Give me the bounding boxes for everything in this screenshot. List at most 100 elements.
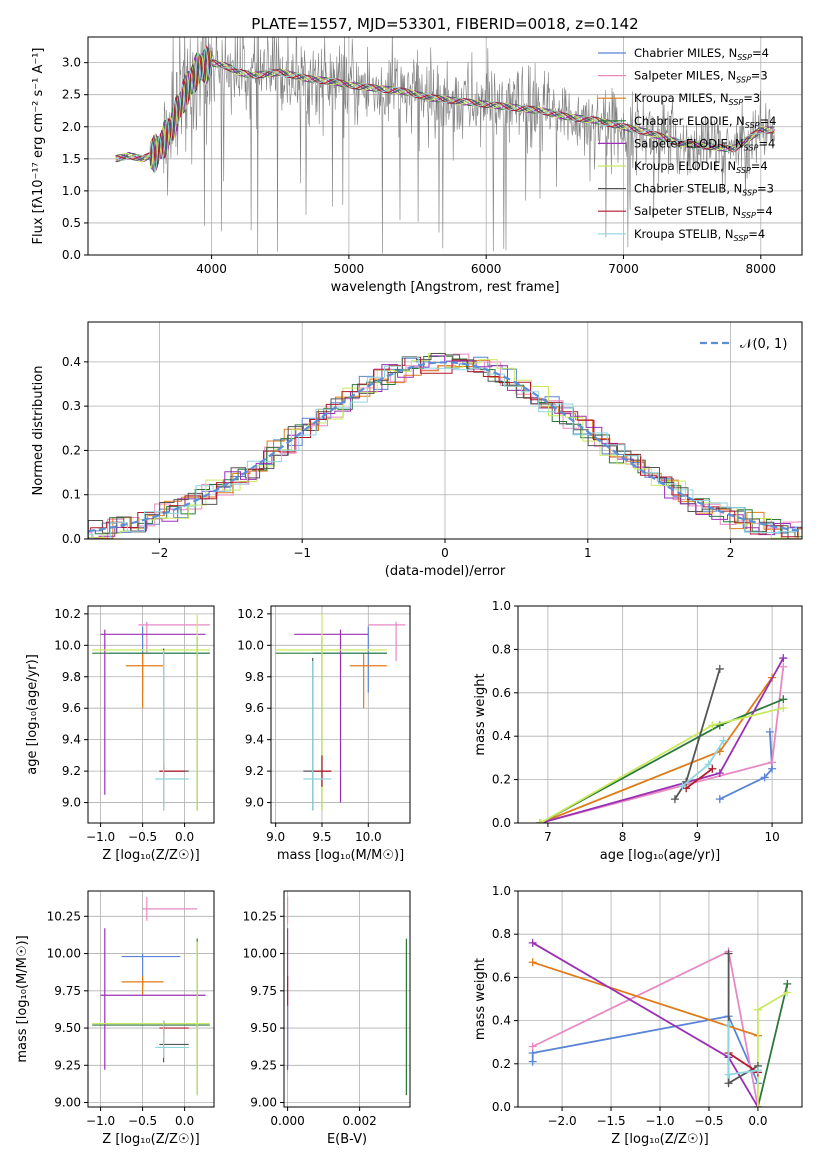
data-point-marker: [765, 727, 774, 736]
plot-area: [92, 613, 210, 811]
figure-title: PLATE=1557, MJD=53301, FIBERID=0018, z=0…: [251, 15, 638, 33]
data-point-marker: [753, 1103, 762, 1107]
y-axis-label: age [log₁₀(age/yr)]: [25, 654, 40, 775]
y-tick-label: 9.6: [245, 701, 264, 715]
legend-entry: Kroupa MILES, NSSP=3: [634, 91, 760, 107]
x-tick-label: −1.0: [645, 1114, 674, 1128]
data-point-marker: [715, 795, 724, 804]
data-point-marker: [779, 695, 788, 704]
y-tick-label: 9.0: [245, 796, 264, 810]
y-tick-label: 0.0: [492, 816, 511, 830]
y-tick-label: 0.3: [62, 399, 81, 413]
errorbar-salpeter-elodie: [100, 629, 206, 795]
legend-entry: Salpeter MILES, NSSP=3: [634, 69, 768, 85]
legend-entry: Chabrier STELIB, NSSP=3: [634, 182, 774, 198]
series-line: [757, 983, 789, 1107]
plot-area: [528, 938, 792, 1107]
y-tick-label: 9.75: [250, 984, 277, 998]
x-tick-label: 10.0: [355, 830, 382, 844]
errorbar-kroupa-miles: [125, 653, 164, 709]
data-point-marker: [678, 782, 687, 791]
y-tick-label: 10.25: [47, 909, 81, 923]
y-tick-label: 0.6: [492, 970, 511, 984]
panel-spectrum: 4000 5000 6000 7000 8000 0.0 0.5 1.0 1.5 2.0 2.5 3.…: [31, 36, 803, 295]
errorbar-kroupa-miles: [121, 975, 164, 996]
y-tick-label: 0.2: [62, 443, 81, 457]
data-point-marker: [528, 938, 537, 947]
x-tick-label: −0.5: [128, 1114, 157, 1128]
y-tick-label: 9.75: [54, 984, 81, 998]
data-point-marker: [704, 760, 713, 769]
legend-entry: Kroupa ELODIE, NSSP=4: [634, 159, 768, 175]
x-tick-label: 4000: [196, 262, 227, 276]
data-point-marker: [715, 664, 724, 673]
x-tick-label: 0.0: [175, 1114, 194, 1128]
series-chabrier-elodie: [536, 695, 788, 823]
x-axis-label: age [log₁₀(age/yr)]: [600, 848, 721, 863]
errorbar-chabrier-stelib: [303, 657, 332, 811]
y-tick-label: 10.0: [237, 638, 264, 652]
plot-area: [287, 896, 407, 1096]
panel-mass-vs-Z: −1.0 −0.5 0.0 9.00 9.25 9.50 9.75 10.00 10.25 Z […: [15, 890, 215, 1147]
errorbar-salpeter-elodie: [100, 928, 206, 1070]
y-axis-label: mass weight: [473, 673, 488, 755]
plot-area: [92, 896, 210, 1096]
data-point-marker: [779, 662, 788, 671]
histogram-kroupa-miles: [95, 359, 802, 539]
x-tick-label: 1: [584, 546, 592, 560]
legend-entry: Salpeter ELODIE, NSSP=4: [634, 136, 775, 152]
series-line: [719, 731, 774, 800]
y-tick-label: 9.8: [62, 670, 81, 684]
y-tick-label: 0.4: [492, 729, 511, 743]
y-tick-label: 0.0: [62, 532, 81, 546]
x-tick-label: −1.0: [86, 830, 115, 844]
errorbar-salpeter-stelib: [312, 755, 332, 787]
data-point-marker: [670, 795, 679, 804]
x-tick-label: 7000: [608, 262, 639, 276]
model-line-kroupa-miles: [115, 46, 775, 173]
y-tick-label: 3.0: [62, 56, 81, 70]
series-salpeter-elodie: [536, 654, 788, 823]
series-line: [728, 1052, 759, 1074]
x-tick-label: 9: [694, 830, 702, 844]
y-tick-label: 9.25: [250, 1058, 277, 1072]
y-tick-label: 0.2: [492, 773, 511, 787]
errorbar-salpeter-miles: [368, 621, 406, 662]
data-point-marker: [708, 721, 717, 730]
histogram-salpeter-stelib: [88, 356, 802, 538]
data-point-marker: [724, 949, 733, 958]
x-tick-label: −2.0: [547, 1114, 576, 1128]
series-line: [540, 657, 785, 823]
y-tick-label: 9.6: [62, 701, 81, 715]
panel-massweight-vs-age: 7 8 9 10 0.0 0.2 0.4 0.6 0.8 1.0 age [log₁₀(age/yr…: [473, 599, 803, 863]
x-axis-label: Z [log₁₀(Z/Z☉)]: [102, 848, 199, 863]
gridlines: [284, 891, 410, 1107]
y-tick-label: 0.4: [492, 1014, 511, 1028]
errorbar-kroupa-elodie: [275, 613, 387, 811]
series-line: [532, 961, 759, 1037]
errorbar-chabrier-miles: [312, 626, 387, 693]
data-point-marker: [724, 1020, 733, 1029]
series-kroupa-stelib: [678, 736, 728, 791]
series-kroupa-miles: [528, 958, 762, 1040]
y-tick-label: 10.2: [54, 607, 81, 621]
y-tick-label: 10.0: [54, 638, 81, 652]
histogram-chabrier-stelib: [88, 353, 802, 539]
x-axis-label: wavelength [Angstrom, rest frame]: [331, 280, 560, 295]
y-tick-label: 9.50: [250, 1021, 277, 1035]
series-line: [540, 666, 785, 823]
x-tick-label: −0.5: [128, 830, 157, 844]
x-axis-label: (data-model)/error: [385, 564, 506, 579]
y-tick-label: 1.5: [62, 152, 81, 166]
data-point-marker: [708, 764, 717, 773]
errorbar-kroupa-elodie: [92, 941, 210, 1096]
data-point-marker: [783, 988, 792, 997]
y-tick-label: 9.4: [62, 733, 81, 747]
x-tick-label: 9.0: [266, 830, 285, 844]
panel-massweight-vs-Z: −2.0 −1.5 −1.0 −0.5 0.0 0.0 0.2 0.4 0.6 0.8 1.0 Z […: [473, 884, 803, 1147]
legend-entry: Chabrier ELODIE, NSSP=4: [634, 114, 776, 130]
plot-area: [88, 352, 802, 539]
y-tick-label: 9.00: [250, 1096, 277, 1110]
data-point-marker: [536, 819, 545, 823]
data-point-marker: [719, 736, 728, 745]
